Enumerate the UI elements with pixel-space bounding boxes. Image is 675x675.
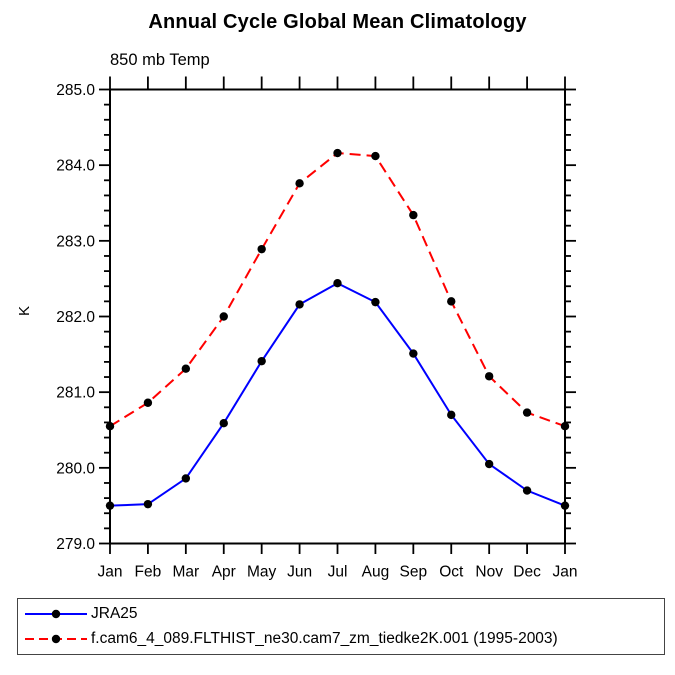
x-tick-labels: Jan Feb Mar Apr May Jun Jul Aug Sep Oct Nov Dec Jan [98, 564, 578, 581]
series-markers-1 [105, 148, 570, 431]
legend-line-sample [25, 634, 87, 643]
svg-text:Feb: Feb [135, 564, 162, 581]
legend-box: JRA25 f.cam6_4_089.FLTHIST_ne30.cam7_zm_… [17, 598, 665, 655]
chart-subtitle: 850 mb Temp [110, 51, 210, 69]
svg-text:283.0: 283.0 [56, 233, 95, 250]
svg-text:May: May [247, 564, 277, 581]
svg-text:281.0: 281.0 [56, 385, 95, 402]
y-axis-label: K [16, 306, 33, 316]
legend-item: JRA25 [23, 604, 664, 624]
svg-text:Apr: Apr [212, 564, 236, 581]
x-axis-ticks [109, 76, 566, 554]
svg-text:Jan: Jan [98, 564, 123, 581]
svg-text:Dec: Dec [513, 564, 541, 581]
svg-text:Jul: Jul [328, 564, 348, 581]
legend-item: f.cam6_4_089.FLTHIST_ne30.cam7_zm_tiedke… [23, 629, 664, 649]
svg-text:282.0: 282.0 [56, 309, 95, 326]
svg-text:285.0: 285.0 [56, 82, 95, 99]
svg-text:280.0: 280.0 [56, 460, 95, 477]
plot-area: K Jan Feb Mar Apr May Jun Jul Aug Sep Oct Nov Dec Ja… [16, 76, 578, 581]
svg-text:Mar: Mar [172, 564, 199, 581]
series-line-0 [109, 282, 566, 507]
chart-title: Annual Cycle Global Mean Climatology [148, 11, 527, 33]
series-markers-0 [105, 279, 570, 510]
plot-frame [109, 88, 566, 545]
svg-text:284.0: 284.0 [56, 158, 95, 175]
svg-text:279.0: 279.0 [56, 536, 95, 553]
svg-text:Aug: Aug [362, 564, 390, 581]
legend-line-sample [25, 610, 87, 619]
svg-text:Nov: Nov [475, 564, 503, 581]
series-line-1 [109, 152, 566, 428]
svg-text:Oct: Oct [439, 564, 464, 581]
legend-label: JRA25 [91, 605, 138, 623]
y-axis-ticks [99, 88, 576, 545]
svg-text:Jun: Jun [287, 564, 312, 581]
svg-text:Sep: Sep [400, 564, 428, 581]
y-tick-labels: 279.0 280.0 281.0 282.0 283.0 284.0 285.0 [56, 82, 95, 553]
svg-text:Jan: Jan [553, 564, 578, 581]
legend-label: f.cam6_4_089.FLTHIST_ne30.cam7_zm_tiedke… [91, 629, 558, 647]
